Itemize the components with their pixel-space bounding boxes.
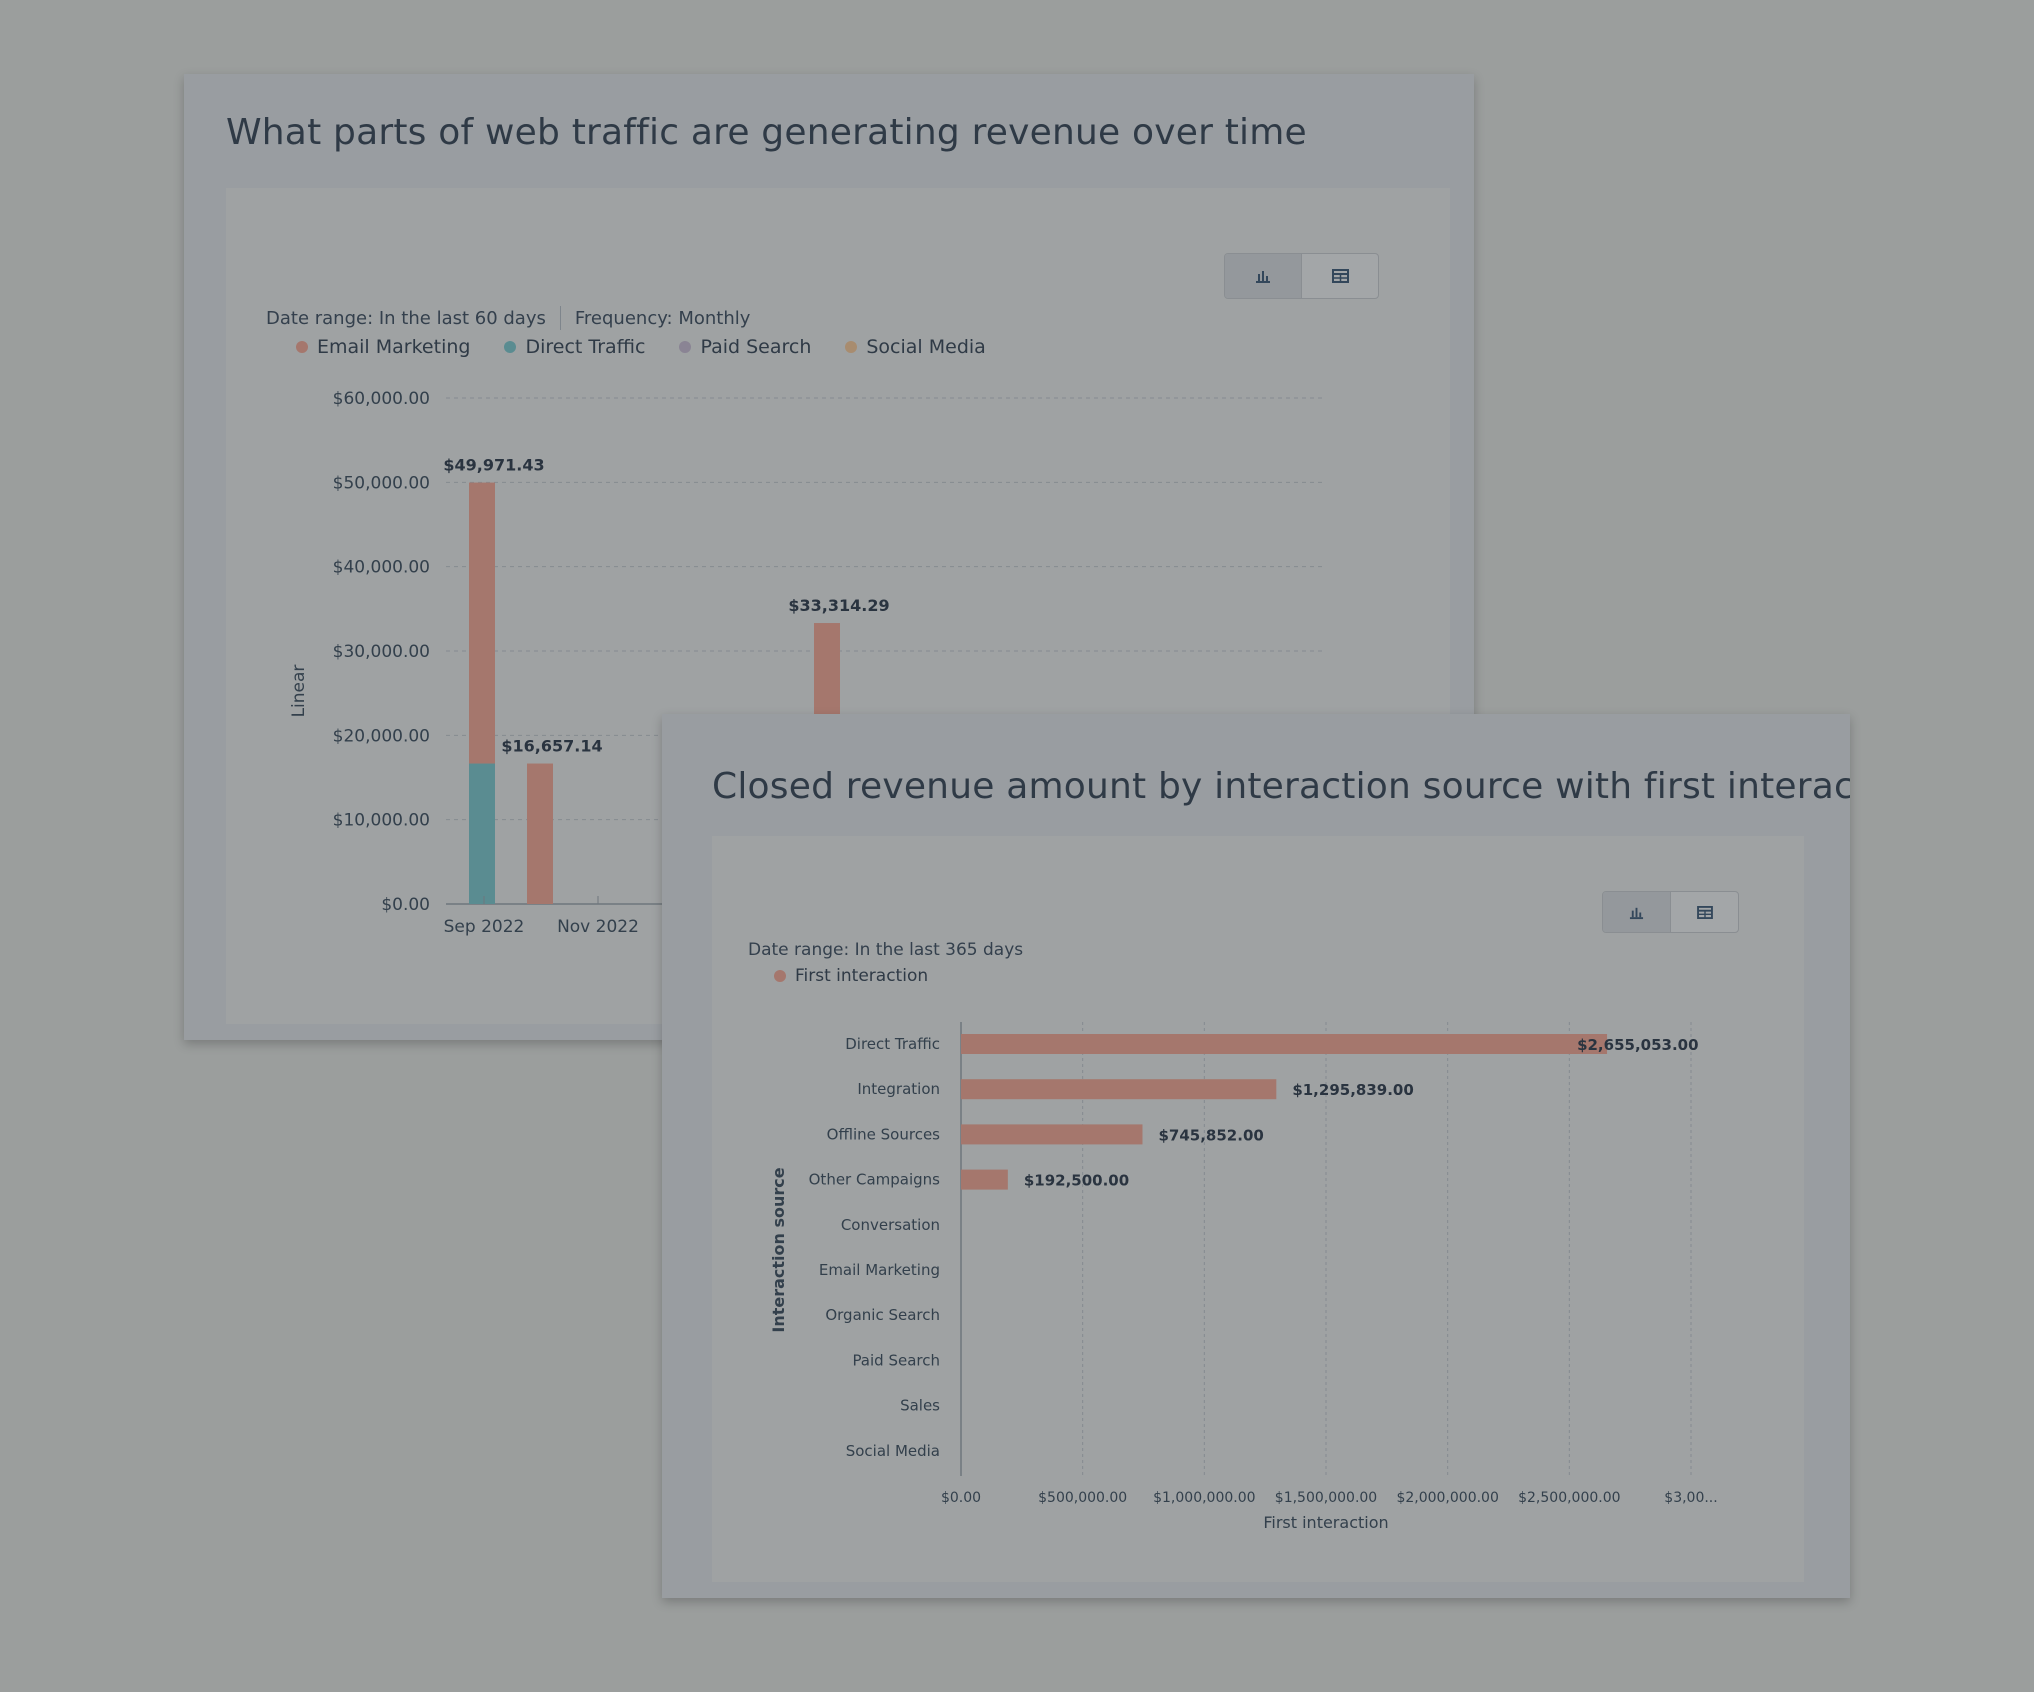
- y-axis-label: Interaction source: [769, 1167, 788, 1332]
- data-label: $16,657.14: [501, 737, 602, 756]
- legend-item-paid-search[interactable]: Paid Search: [679, 336, 811, 358]
- bar-segment-email-marketing[interactable]: [527, 763, 553, 904]
- x-axis-label: First interaction: [1263, 1513, 1388, 1532]
- card-title: What parts of web traffic are generating…: [226, 112, 1307, 153]
- frequency-label: Frequency: Monthly: [574, 307, 751, 329]
- meta-divider: [559, 306, 561, 330]
- data-label: $745,852.00: [1158, 1126, 1263, 1144]
- x-tick-label: $1,000,000.00: [1153, 1490, 1255, 1506]
- x-tick-label: $2,500,000.00: [1518, 1490, 1620, 1506]
- legend-label: Email Marketing: [317, 336, 471, 358]
- table-icon: [1696, 905, 1713, 919]
- data-label: $192,500.00: [1024, 1172, 1129, 1190]
- view-toggle: [1602, 891, 1739, 933]
- legend-item-social-media[interactable]: Social Media: [845, 336, 986, 358]
- category-label: Direct Traffic: [845, 1035, 940, 1053]
- bar-segment-direct-traffic[interactable]: [469, 763, 495, 904]
- data-label: $49,971.43: [443, 456, 544, 475]
- category-label: Offline Sources: [827, 1125, 940, 1143]
- bar-chart-icon: [1256, 271, 1270, 283]
- x-tick-label: $0.00: [941, 1490, 981, 1506]
- category-label: Integration: [857, 1080, 940, 1098]
- chart-legend: First interaction: [774, 966, 962, 986]
- chart-meta: Date range: In the last 365 days: [748, 940, 1023, 960]
- table-view-button[interactable]: [1301, 254, 1378, 298]
- date-range-label: Date range: In the last 60 days: [266, 307, 546, 329]
- revenue-by-source-chart: $0.00 $500,000.00 $1,000,000.00 $1,500,000.…: [769, 1022, 1718, 1532]
- bar-chart-view-button[interactable]: [1603, 892, 1670, 932]
- y-tick-label: $20,000.00: [333, 726, 430, 746]
- bar-chart-view-button[interactable]: [1225, 254, 1301, 298]
- chart-meta: Date range: In the last 60 days Frequenc…: [266, 306, 750, 330]
- bar-chart-icon: [1629, 907, 1644, 919]
- legend-dot: [296, 341, 308, 353]
- revenue-by-source-card: Closed revenue amount by interaction sou…: [662, 714, 1850, 1598]
- y-tick-label: $50,000.00: [333, 473, 430, 493]
- table-icon: [1331, 269, 1349, 283]
- y-tick-label: $30,000.00: [333, 642, 430, 662]
- legend-item-first-interaction[interactable]: First interaction: [774, 966, 928, 986]
- bar-offline-sources[interactable]: [961, 1124, 1143, 1145]
- x-tick-label: $1,500,000.00: [1275, 1490, 1377, 1506]
- data-label: $33,314.29: [788, 596, 889, 615]
- y-tick-label: $0.00: [381, 895, 430, 915]
- y-tick-label: $10,000.00: [333, 811, 430, 831]
- legend-dot: [504, 341, 517, 353]
- data-label: $1,295,839.00: [1292, 1081, 1413, 1099]
- legend-dot: [774, 970, 786, 982]
- legend-item-email-marketing[interactable]: Email Marketing: [296, 336, 470, 358]
- date-range-label: Date range: In the last 365 days: [748, 940, 1024, 960]
- table-view-button[interactable]: [1670, 892, 1738, 932]
- legend-dot: [845, 341, 858, 353]
- category-label: Paid Search: [852, 1351, 940, 1369]
- category-label: Organic Search: [825, 1306, 940, 1324]
- x-tick-label: Sep 2022: [444, 917, 525, 937]
- y-axis-label: Linear: [289, 665, 309, 718]
- category-label: Other Campaigns: [809, 1171, 941, 1189]
- bar-integration[interactable]: [961, 1079, 1277, 1100]
- legend-dot: [679, 341, 692, 353]
- y-tick-label: $40,000.00: [333, 558, 430, 578]
- legend-item-direct-traffic[interactable]: Direct Traffic: [504, 336, 645, 358]
- bar-direct-traffic[interactable]: [961, 1034, 1608, 1054]
- x-tick-label: Nov 2022: [557, 917, 639, 937]
- chart-panel: Date range: In the last 365 days First i…: [712, 836, 1804, 1582]
- category-label: Email Marketing: [819, 1261, 940, 1279]
- view-toggle: [1224, 253, 1379, 299]
- legend-label: First interaction: [795, 966, 929, 986]
- category-label: Sales: [900, 1397, 940, 1415]
- data-label: $2,655,053.00: [1577, 1036, 1698, 1054]
- chart-legend: Email Marketing Direct Traffic Paid Search…: [296, 336, 1020, 358]
- x-tick-label: $500,000.00: [1038, 1490, 1127, 1506]
- y-tick-label: $60,000.00: [333, 389, 430, 409]
- bar-other-campaigns[interactable]: [961, 1169, 1008, 1190]
- legend-label: Direct Traffic: [525, 336, 646, 358]
- category-label: Social Media: [846, 1442, 940, 1460]
- legend-label: Social Media: [866, 336, 986, 358]
- category-label: Conversation: [841, 1216, 940, 1234]
- bar-segment-email-marketing[interactable]: [469, 482, 495, 764]
- legend-label: Paid Search: [700, 336, 812, 358]
- x-tick-label: $3,00...: [1664, 1490, 1717, 1506]
- x-tick-label: $2,000,000.00: [1396, 1490, 1498, 1506]
- card-title: Closed revenue amount by interaction sou…: [712, 766, 1850, 807]
